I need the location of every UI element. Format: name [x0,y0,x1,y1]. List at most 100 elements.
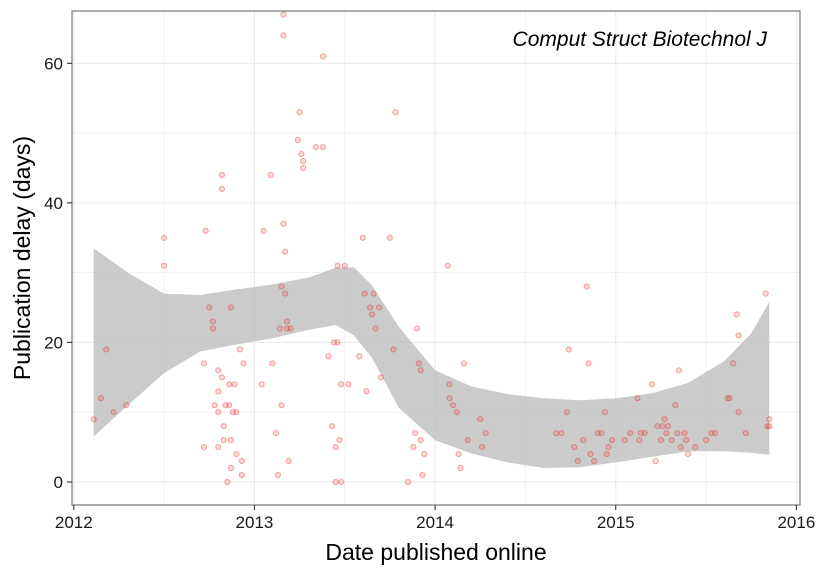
data-point [601,409,609,416]
data-point [359,234,366,241]
data-point [227,437,235,444]
data-point [450,402,457,409]
data-point [332,478,339,486]
data-point [325,353,332,360]
data-point [218,374,225,381]
data-point [161,234,168,241]
data-point [404,478,412,486]
data-point [341,262,348,269]
data-point [412,430,419,437]
data-point [419,471,426,479]
data-point [200,444,207,451]
data-point [278,402,285,409]
panel-annotation: Comput Struct Biotechnol J [513,28,768,51]
data-point [227,304,235,311]
data-point [677,444,684,451]
data-point [460,360,468,367]
data-point [563,409,571,416]
data-point [663,430,670,437]
data-point [269,360,276,367]
data-point [446,395,453,402]
data-point [276,325,283,332]
data-point [280,11,287,18]
data-point [267,171,274,179]
data-point [444,262,451,269]
data-point [110,409,117,416]
data-point [594,430,601,437]
data-point [708,430,715,437]
data-point [390,346,397,353]
data-point [356,353,363,360]
data-point [603,451,610,458]
data-point [233,409,240,416]
data-point [300,164,307,172]
data-point [464,437,471,444]
data-point [446,381,453,388]
panel-frame [71,10,801,506]
data-point [218,171,225,179]
data-point [733,311,740,318]
data-point [415,360,422,367]
data-point [161,262,168,269]
data-point [641,430,648,437]
data-point [330,339,337,346]
data-point [386,234,393,241]
data-point [376,304,383,311]
data-point [654,423,661,430]
data-point [482,430,489,437]
data-point [226,402,233,409]
data-point [238,471,245,479]
data-point [764,423,771,430]
data-point [417,367,424,374]
data-point [206,304,213,311]
data-point [209,325,216,332]
data-point [634,395,641,402]
data-point [609,437,616,444]
data-point [668,437,675,444]
data-point [103,346,110,353]
data-point [236,346,244,353]
data-point [665,423,672,430]
data-point [735,332,742,339]
data-point [97,395,105,402]
data-point [659,423,666,430]
y-tick-label: 0 [54,473,63,492]
data-point [583,283,590,290]
data-point [211,402,218,409]
data-point [332,444,339,451]
data-point [558,430,565,437]
data-point [766,423,773,430]
data-point [273,430,280,437]
data-point [726,395,733,402]
data-point [363,388,370,395]
data-point [580,437,587,444]
data-point [215,409,222,416]
data-point [280,32,287,39]
data-point [220,423,227,430]
data-point [368,311,375,318]
data-point [233,451,240,458]
data-point [712,430,719,437]
data-point [336,437,343,444]
data-point [762,290,769,297]
data-point [215,444,222,451]
y-tick-label: 20 [44,333,63,352]
data-point [372,325,379,332]
data-point [296,109,303,116]
x-tick-label: 2013 [236,513,274,532]
data-point [636,437,643,444]
data-point [598,430,605,437]
data-point [220,437,227,444]
x-tick-label: 2012 [55,513,93,532]
data-point [338,478,345,486]
data-point [285,457,292,465]
data-point [215,388,222,395]
data-point [231,381,238,388]
data-point [724,395,731,402]
data-point [334,339,341,346]
minor-gridlines [72,11,800,505]
smooth-confidence-band [93,248,770,468]
data-point [587,451,594,458]
x-axis-title: Date published online [325,539,546,565]
data-point [298,150,305,158]
